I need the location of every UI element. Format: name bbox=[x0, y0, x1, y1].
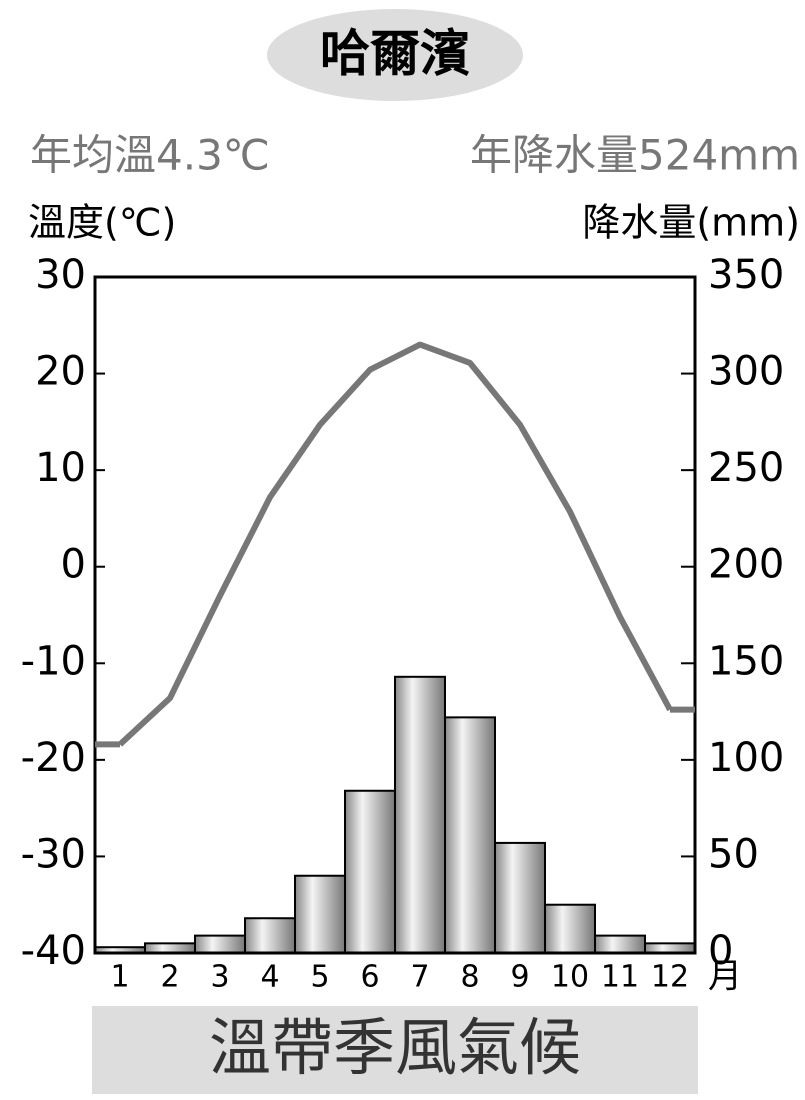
y-tick-label: -10 bbox=[21, 638, 86, 684]
y-tick-label: -20 bbox=[21, 735, 86, 781]
precipitation-bar bbox=[544, 903, 596, 955]
x-tick-label: 3 bbox=[210, 960, 229, 995]
precipitation-bar bbox=[394, 675, 446, 954]
y2-tick-label: 350 bbox=[708, 252, 784, 298]
footer: 溫帶季風氣候 bbox=[209, 1011, 581, 1084]
precipitation-bar bbox=[244, 917, 296, 955]
precipitation-bar bbox=[494, 841, 546, 954]
x-tick-label: 1 bbox=[110, 960, 129, 995]
y2-axis-label: 降水量(mm) bbox=[582, 201, 800, 245]
y2-tick-label: 150 bbox=[708, 638, 784, 684]
x-tick-label: 10 bbox=[551, 960, 589, 995]
y2-tick-label: 100 bbox=[708, 735, 784, 781]
x-tick-label: 7 bbox=[410, 960, 429, 995]
annual-precipitation: 年降水量524mm bbox=[470, 131, 800, 180]
precipitation-bar bbox=[194, 934, 246, 954]
x-tick-label: 8 bbox=[460, 960, 479, 995]
x-tick-label: 11 bbox=[601, 960, 639, 995]
y-axis-label: 溫度(℃) bbox=[28, 201, 176, 245]
y-tick-label: -30 bbox=[21, 831, 86, 877]
temperature-line bbox=[117, 341, 673, 747]
precipitation-bar bbox=[294, 874, 346, 954]
x-tick-label: 4 bbox=[260, 960, 279, 995]
y2-tick-label: 50 bbox=[708, 831, 759, 877]
y-tick-label: 0 bbox=[61, 542, 86, 588]
x-tick-label: 9 bbox=[510, 960, 529, 995]
y2-tick-label: 300 bbox=[708, 349, 784, 395]
x-tick-label: 6 bbox=[360, 960, 379, 995]
title-badge bbox=[267, 9, 523, 101]
y-tick-label: 30 bbox=[35, 252, 86, 298]
plot-frame bbox=[93, 275, 697, 955]
x-tick-label: 5 bbox=[310, 960, 329, 995]
y2-tick-label: 0 bbox=[708, 928, 733, 974]
y2-tick-label: 250 bbox=[708, 445, 784, 491]
precipitation-bar bbox=[344, 789, 396, 955]
precipitation-bar bbox=[444, 716, 496, 955]
y-tick-label: 20 bbox=[35, 349, 86, 395]
annual-temperature: 年均溫4.3℃ bbox=[30, 131, 270, 180]
footer-badge bbox=[92, 1006, 698, 1094]
y2-tick-label: 200 bbox=[708, 542, 784, 588]
chart-title: 哈爾濱 bbox=[320, 25, 470, 83]
x-tick-label: 2 bbox=[160, 960, 179, 995]
precipitation-bar bbox=[594, 934, 646, 954]
x-unit: 月 bbox=[708, 957, 742, 997]
x-tick-label: 12 bbox=[651, 960, 689, 995]
y-tick-label: 10 bbox=[35, 445, 86, 491]
y-tick-label: -40 bbox=[21, 928, 86, 974]
